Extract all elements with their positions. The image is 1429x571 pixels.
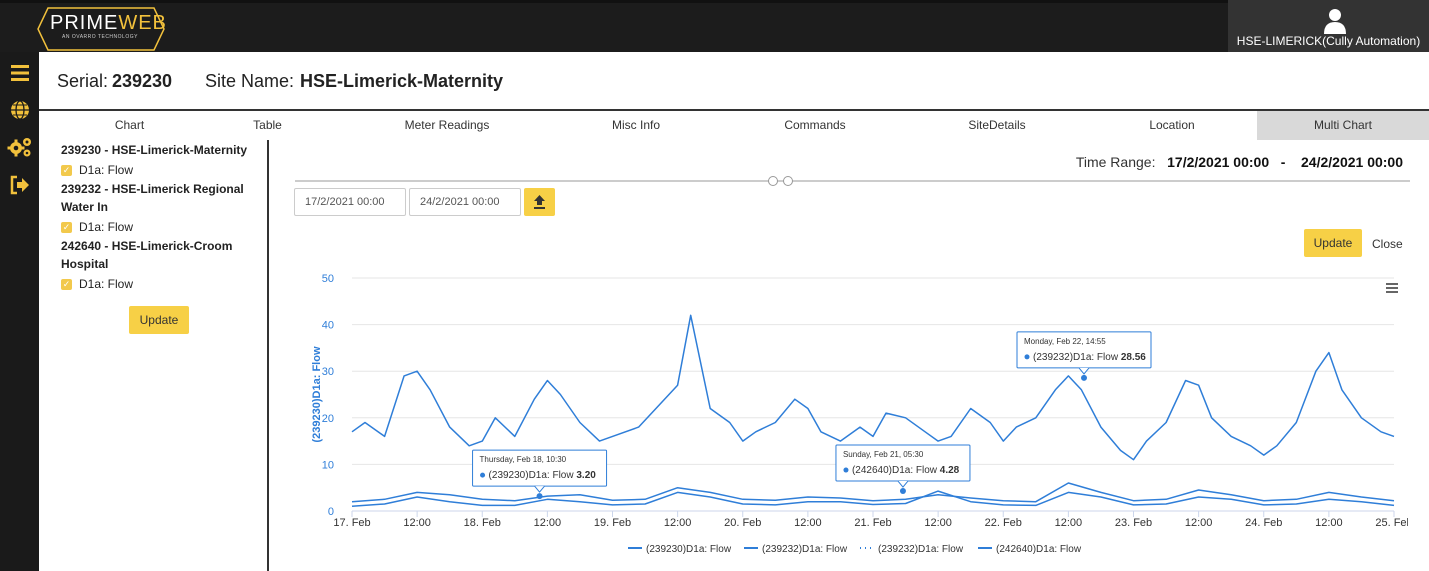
serial-value: 239230 — [112, 71, 173, 91]
series-line[interactable] — [351, 490, 1395, 508]
tooltip-date: Sunday, Feb 21, 05:30 — [843, 450, 924, 459]
y-tick-label: 10 — [322, 459, 334, 471]
x-tick-label: 12:00 — [1185, 517, 1213, 529]
x-tick-label: 12:00 — [1315, 517, 1343, 529]
y-axis-title: (239230)D1a: Flow — [311, 346, 323, 442]
site-list-panel: 239230 - HSE-Limerick-Maternity ✓ D1a: Fl… — [39, 140, 269, 571]
tooltip-series-dot — [843, 467, 849, 473]
x-tick-label: 24. Feb — [1245, 517, 1282, 529]
chart-menu-icon[interactable] — [1386, 291, 1398, 293]
x-tick-label: 12:00 — [794, 517, 822, 529]
tab-site-details[interactable]: SiteDetails — [968, 118, 1026, 132]
time-range-slider[interactable] — [295, 180, 1410, 182]
user-icon[interactable] — [1323, 8, 1347, 34]
tab-commands[interactable]: Commands — [784, 118, 846, 132]
series-line[interactable] — [351, 482, 1395, 503]
site-title: 239230 - HSE-Limerick-Maternity — [61, 143, 248, 157]
tooltip-date: Monday, Feb 22, 14:55 — [1024, 337, 1106, 346]
logout-icon[interactable] — [9, 174, 31, 196]
checkbox-checked-icon[interactable]: ✓ — [61, 164, 72, 176]
chart-menu-icon[interactable] — [1386, 287, 1398, 289]
y-tick-label: 30 — [322, 366, 334, 378]
serial-label: Serial: — [57, 71, 109, 91]
y-tick-label: 20 — [322, 413, 334, 425]
chart-menu-icon[interactable] — [1386, 283, 1398, 285]
tooltip-point[interactable] — [899, 488, 906, 495]
logo-subtitle: AN OVARRO TECHNOLOGY — [62, 34, 138, 40]
tooltip-date: Thursday, Feb 18, 10:30 — [480, 455, 567, 464]
upload-button[interactable] — [524, 188, 555, 216]
chart-background — [298, 270, 1408, 571]
tooltip-arrow — [534, 485, 545, 493]
x-tick-label: 20. Feb — [724, 517, 761, 529]
close-button[interactable]: Close — [1372, 237, 1403, 251]
x-tick-label: 21. Feb — [854, 517, 891, 529]
site-name-label: Site Name: — [205, 71, 295, 91]
slider-handle-start[interactable] — [768, 176, 778, 186]
tab-bar: Chart Table Meter Readings Misc Info Com… — [39, 111, 1429, 140]
x-tick-label: 23. Feb — [1115, 517, 1152, 529]
tab-misc-info[interactable]: Misc Info — [611, 118, 660, 132]
x-tick-label: 12:00 — [534, 517, 562, 529]
legend-item[interactable]: (239232)D1a: Flow — [878, 544, 964, 555]
legend-item[interactable]: (239230)D1a: Flow — [646, 544, 732, 555]
update-button[interactable]: Update — [1304, 229, 1362, 257]
x-tick-label: 22. Feb — [985, 517, 1022, 529]
site-info-bar: Serial: 239230 Site Name: HSE-Limerick-M… — [39, 52, 1429, 111]
tooltip-series-dot — [1024, 354, 1030, 360]
tooltip-series-dot — [480, 472, 486, 478]
site-title: 239232 - HSE-Limerick Regional Water In — [61, 182, 244, 214]
multi-chart-panel: Time Range: 17/2/2021 00:00 - 24/2/2021 … — [271, 140, 1429, 571]
tooltip-arrow — [897, 480, 909, 488]
x-tick-label: 17. Feb — [333, 517, 370, 529]
left-nav — [0, 52, 39, 571]
globe-icon[interactable] — [9, 99, 31, 121]
tooltip-value: (242640)D1a: Flow 4.28 — [852, 465, 960, 476]
from-date-input[interactable]: 17/2/2021 00:00 — [294, 188, 406, 216]
checkbox-checked-icon[interactable]: ✓ — [61, 221, 72, 233]
flow-chart-svg: 0 10 20 30 40 50 17. Feb 12:00 18. Feb 12:00 19. F… — [298, 270, 1413, 571]
series-line[interactable] — [351, 314, 1395, 461]
tab-chart[interactable]: Chart — [114, 118, 145, 132]
x-tick-label: 18. Feb — [464, 517, 501, 529]
channel-checkbox[interactable]: ✓ D1a: Flow — [61, 277, 134, 291]
tooltip-value: (239230)D1a: Flow 3.20 — [489, 470, 597, 481]
user-name[interactable]: HSE-LIMERICK(Cully Automation) — [1236, 34, 1421, 48]
site-title: 242640 - HSE-Limerick-Croom Hospital — [61, 239, 233, 271]
y-tick-label: 50 — [322, 273, 334, 285]
tab-multi-chart[interactable]: Multi Chart — [1257, 111, 1429, 140]
legend-item[interactable]: (242640)D1a: Flow — [996, 544, 1082, 555]
tooltip-value: (239232)D1a: Flow 28.56 — [1033, 352, 1146, 363]
side-update-button[interactable]: Update — [129, 306, 189, 334]
channel-checkbox[interactable]: ✓ D1a: Flow — [61, 163, 134, 177]
tab-location[interactable]: Location — [1149, 118, 1195, 132]
tooltip-arrow — [1078, 367, 1090, 375]
tab-meter-readings[interactable]: Meter Readings — [404, 118, 490, 132]
channel-checkbox[interactable]: ✓ D1a: Flow — [61, 220, 134, 234]
slider-handle-end[interactable] — [783, 176, 793, 186]
tooltip-point[interactable] — [1081, 374, 1088, 381]
menu-icon[interactable] — [9, 62, 31, 84]
checkbox-checked-icon[interactable]: ✓ — [61, 278, 72, 290]
logo-hexagon-icon — [37, 7, 165, 51]
y-tick-label: 0 — [328, 506, 334, 518]
logo[interactable]: PRIMEWEB — [50, 12, 167, 34]
x-tick-label: 19. Feb — [594, 517, 631, 529]
x-tick-label: 12:00 — [664, 517, 692, 529]
site-name-value: HSE-Limerick-Maternity — [300, 71, 504, 91]
gears-icon[interactable] — [7, 136, 33, 158]
y-tick-label: 40 — [322, 320, 334, 332]
legend-item[interactable]: (239232)D1a: Flow — [762, 544, 848, 555]
x-tick-label: 25. Feb — [1375, 517, 1408, 529]
multi-chart: 0 10 20 30 40 50 17. Feb 12:00 18. Feb 12:00 19. F… — [298, 270, 1413, 571]
x-tick-label: 12:00 — [403, 517, 431, 529]
tooltip-point[interactable] — [536, 493, 543, 500]
x-tick-label: 12:00 — [924, 517, 952, 529]
time-range: Time Range: 17/2/2021 00:00 - 24/2/2021 … — [1075, 154, 1403, 170]
top-header: PRIMEWEB AN OVARRO TECHNOLOGY — [0, 0, 1429, 52]
tab-table[interactable]: Table — [253, 118, 282, 132]
x-tick-label: 12:00 — [1055, 517, 1083, 529]
upload-icon — [534, 195, 545, 209]
to-date-input[interactable]: 24/2/2021 00:00 — [409, 188, 521, 216]
